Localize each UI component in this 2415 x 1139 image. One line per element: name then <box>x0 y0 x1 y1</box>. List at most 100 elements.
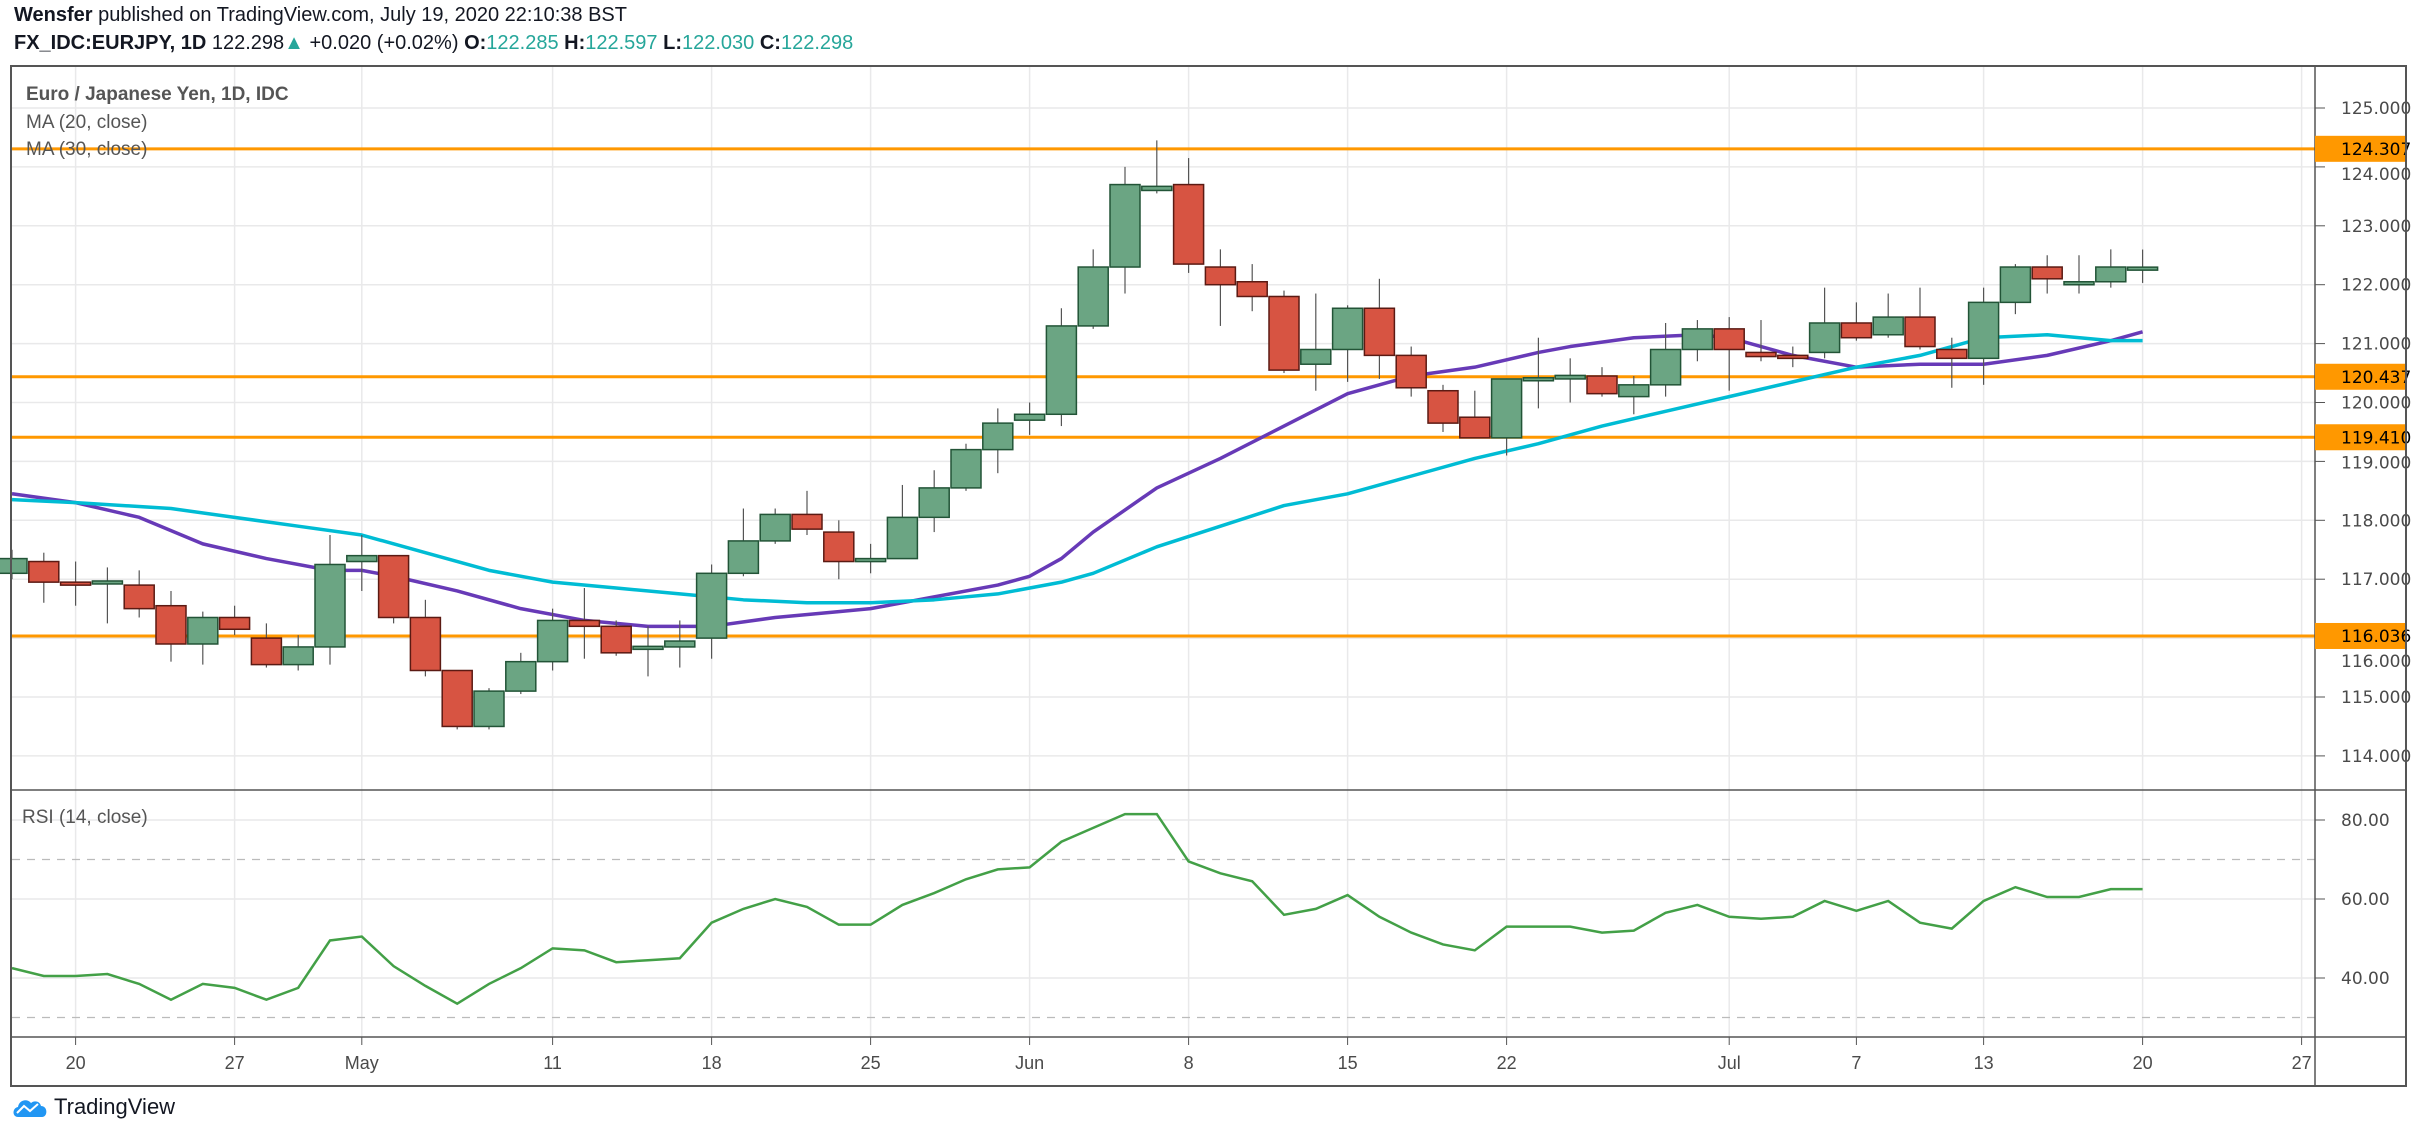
candle-body <box>1618 384 1650 398</box>
rsi-line <box>11 812 2143 1006</box>
candle-body <box>1045 325 1078 416</box>
candle-body <box>1522 377 1555 382</box>
candle <box>1649 322 1682 397</box>
candle-body <box>1967 301 2000 360</box>
time-tick-label: 7 <box>1851 1053 1861 1073</box>
time-tick-label: 20 <box>2133 1053 2153 1073</box>
candle <box>155 590 187 662</box>
author: Wensfer <box>14 4 93 26</box>
candle-body <box>536 619 569 663</box>
candle <box>1872 293 1904 338</box>
candle-body <box>282 646 314 666</box>
candle-body <box>123 584 155 610</box>
candle-body <box>473 690 505 728</box>
ma20-line <box>11 330 2144 629</box>
candle-body <box>1745 351 1777 358</box>
candle <box>1268 290 1300 374</box>
candle <box>314 535 346 665</box>
candle <box>1745 320 1777 362</box>
candle <box>918 470 950 533</box>
candle <box>664 620 696 668</box>
candle-body <box>441 669 473 728</box>
candle <box>982 408 1014 474</box>
publish-text: published on TradingView.com, July 19, 2… <box>92 4 627 26</box>
candle-body <box>1109 183 1141 268</box>
level-price-label: 124.307 <box>2341 140 2411 160</box>
candle <box>59 561 92 606</box>
candle-body <box>1808 322 1841 354</box>
candle <box>1459 390 1491 439</box>
candle <box>791 490 823 536</box>
price-tick-label: 115.000 <box>2341 688 2411 708</box>
candle <box>1490 378 1523 456</box>
publish-info: Wensfer published on TradingView.com, Ju… <box>14 4 627 27</box>
candle <box>568 588 601 659</box>
close-label: C: <box>759 32 781 54</box>
candle <box>1141 140 1173 194</box>
candle <box>1045 308 1078 427</box>
rsi-tick-label: 40.00 <box>2341 969 2390 989</box>
time-tick-label: Jun <box>1015 1053 1044 1073</box>
candle-body <box>791 513 823 530</box>
candle-body <box>823 531 855 563</box>
candle <box>1204 249 1237 326</box>
legend-ma30: MA (30, close) <box>26 139 147 160</box>
symbol-info: FX_IDC:EURJPY, 1D 122.298▲ +0.020 (+0.02… <box>14 32 853 55</box>
candle-body <box>187 616 219 645</box>
low-value: 122.030 <box>682 32 755 54</box>
candle <box>1172 158 1205 273</box>
triangle-up-icon: ▲ <box>284 32 304 54</box>
time-tick-label: Jul <box>1718 1053 1741 1073</box>
candle-body <box>1172 183 1205 265</box>
candle <box>1681 320 1714 362</box>
candle-body <box>155 604 187 645</box>
candle-body <box>727 540 760 575</box>
footer: TradingView <box>12 1094 175 1120</box>
price-tick-label: 120.000 <box>2341 394 2411 414</box>
candle-body <box>0 557 28 575</box>
candle-body <box>2095 266 2127 283</box>
candle <box>2095 249 2127 288</box>
candle <box>1586 367 1618 397</box>
tradingview-cloud-logo-icon <box>13 1100 47 1117</box>
candle-body <box>218 616 251 631</box>
time-tick-label: 15 <box>1338 1053 1358 1073</box>
level-price-label: 119.410 <box>2341 428 2411 448</box>
candle <box>1840 302 1873 341</box>
price-tick-label: 114.000 <box>2341 747 2411 767</box>
candle <box>1967 287 2000 385</box>
level-price-label: 120.437 <box>2341 368 2411 388</box>
candle-body <box>377 554 410 619</box>
candle <box>1013 402 1046 435</box>
low-label: L: <box>663 32 682 54</box>
candle-body <box>1013 413 1046 421</box>
candle-body <box>409 616 442 672</box>
candle-body <box>568 619 601 628</box>
candle-body <box>314 563 346 648</box>
price-tick-label: 121.000 <box>2341 335 2411 355</box>
candle <box>505 652 537 695</box>
candle-body <box>1204 266 1237 286</box>
candle-body <box>664 640 696 648</box>
candle <box>1300 293 1332 391</box>
candle-body <box>1586 375 1618 395</box>
candle <box>377 554 410 624</box>
open-label: O: <box>464 32 487 54</box>
candle-body <box>1141 185 1173 192</box>
candle <box>187 611 219 665</box>
price-tick-label: 117.000 <box>2341 570 2411 590</box>
ma30-line <box>11 333 2143 605</box>
level-price-label: 116.036 <box>2341 627 2411 647</box>
level-price-badge <box>2315 135 2405 162</box>
candle <box>1395 346 1427 397</box>
candle <box>1904 287 1936 350</box>
candle-body <box>1427 389 1459 424</box>
open-value: 122.285 <box>486 32 559 54</box>
legend-rsi: RSI (14, close) <box>22 807 148 828</box>
candle <box>1331 305 1364 382</box>
level-price-badge <box>2315 363 2405 390</box>
candle <box>1777 346 1809 368</box>
candle <box>409 599 442 677</box>
candle <box>282 635 314 671</box>
